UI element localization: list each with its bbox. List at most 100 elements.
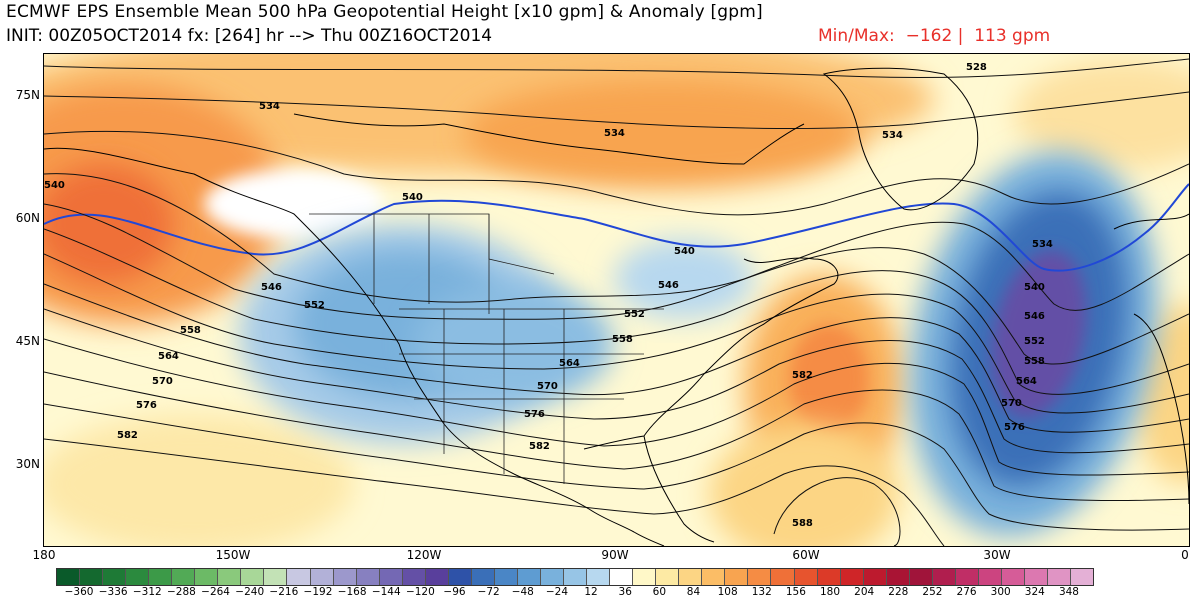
colorbar-swatch bbox=[932, 569, 956, 585]
contour-label: 540 bbox=[674, 246, 695, 257]
colorbar-tick-label: −288 bbox=[167, 586, 196, 598]
contour-label: 528 bbox=[966, 62, 987, 73]
colorbar-tick-label: 108 bbox=[717, 586, 738, 598]
colorbar-swatch bbox=[978, 569, 1002, 585]
colorbar-tick-label: −192 bbox=[303, 586, 333, 598]
reference-contour-540 bbox=[44, 183, 1189, 272]
colorbar-swatch bbox=[471, 569, 495, 585]
colorbar-labels: −360 −336 −312 −288 −264 −240 −216 −192 −168 −144… bbox=[56, 586, 1092, 598]
coastlines bbox=[44, 67, 1189, 546]
colorbar-tick-label: −312 bbox=[132, 586, 162, 598]
colorbar-swatch bbox=[172, 569, 196, 585]
colorbar-swatch bbox=[587, 569, 611, 585]
contour-label: 540 bbox=[1024, 282, 1045, 293]
colorbar-tick-label: −360 bbox=[64, 586, 94, 598]
anomaly-field bbox=[44, 54, 1189, 546]
colorbar-swatch bbox=[425, 569, 449, 585]
contour-label: 576 bbox=[136, 400, 157, 411]
min-max-readout: Min/Max: −162 | 113 gpm bbox=[818, 26, 1051, 46]
colorbar-swatch bbox=[333, 569, 357, 585]
contour-label: 540 bbox=[44, 180, 65, 191]
colorbar-swatch bbox=[886, 569, 910, 585]
contour-label: 582 bbox=[529, 441, 550, 452]
colorbar-swatch bbox=[794, 569, 818, 585]
colorbar-swatch bbox=[817, 569, 841, 585]
map-canvas: 528 534 534 534 534 540 540 540 540 546 … bbox=[44, 54, 1189, 546]
colorbar-tick-label: 204 bbox=[854, 586, 875, 598]
colorbar-tick-label: 60 bbox=[652, 586, 667, 598]
colorbar-swatch bbox=[725, 569, 749, 585]
contour-label: 582 bbox=[792, 370, 813, 381]
colorbar-swatch bbox=[863, 569, 887, 585]
political-borders bbox=[309, 213, 664, 484]
colorbar-tick-label: 324 bbox=[1024, 586, 1045, 598]
contour-label: 576 bbox=[1004, 422, 1025, 433]
colorbar-swatch bbox=[633, 569, 657, 585]
colorbar-swatch bbox=[103, 569, 127, 585]
contour-label: 546 bbox=[658, 280, 679, 291]
colorbar-swatch bbox=[517, 569, 541, 585]
colorbar-swatch bbox=[149, 569, 173, 585]
colorbar-swatch bbox=[126, 569, 150, 585]
colorbar-swatch bbox=[955, 569, 979, 585]
map-title: ECMWF EPS Ensemble Mean 500 hPa Geopoten… bbox=[6, 2, 763, 22]
colorbar-tick-label: 12 bbox=[584, 586, 598, 598]
colorbar-swatch bbox=[448, 569, 472, 585]
lon-label: 0 bbox=[1181, 548, 1189, 562]
contour-label: 582 bbox=[117, 430, 138, 441]
colorbar-swatch bbox=[540, 569, 565, 585]
colorbar-tick-label: 180 bbox=[819, 586, 841, 598]
contour-label: 546 bbox=[261, 282, 282, 293]
lat-label: 75N bbox=[15, 88, 40, 102]
contour-label: 534 bbox=[259, 101, 280, 112]
colorbar-tick-label: 84 bbox=[686, 586, 701, 598]
colorbar-tick-label: −144 bbox=[371, 586, 401, 598]
lon-label: 180 bbox=[32, 548, 56, 562]
colorbar-swatch bbox=[310, 569, 334, 585]
colorbar-tick-label: 132 bbox=[751, 586, 772, 598]
lon-label: 30W bbox=[983, 548, 1011, 562]
contour-label: 570 bbox=[537, 381, 558, 392]
colorbar-swatch bbox=[379, 569, 403, 585]
height-contours bbox=[44, 58, 1189, 546]
contour-label: 558 bbox=[180, 325, 201, 336]
colorbar-swatch bbox=[264, 569, 288, 585]
colorbar-tick-label: −120 bbox=[405, 586, 435, 598]
contour-label: 564 bbox=[559, 358, 580, 369]
contour-label: 540 bbox=[402, 192, 423, 203]
colorbar-swatch bbox=[1024, 569, 1049, 585]
colorbar-swatch bbox=[356, 569, 380, 585]
contour-label: 570 bbox=[152, 376, 173, 387]
colorbar-tick-label: 348 bbox=[1058, 586, 1079, 598]
colorbar-tick-label: −264 bbox=[201, 586, 230, 598]
contour-label: 564 bbox=[1016, 376, 1037, 387]
colorbar-tick-label: −96 bbox=[443, 586, 466, 598]
contour-label: 576 bbox=[524, 409, 545, 420]
colorbar-tick-label: 156 bbox=[785, 586, 806, 598]
forecast-subtitle: INIT: 00Z05OCT2014 fx: [264] hr --> Thu … bbox=[6, 26, 493, 46]
colorbar-swatch bbox=[656, 569, 680, 585]
colorbar-tick-label: 36 bbox=[618, 586, 632, 598]
lat-label: 30N bbox=[15, 457, 40, 471]
lat-label: 45N bbox=[15, 334, 40, 348]
contour-label: 588 bbox=[792, 518, 813, 529]
colorbar-swatch bbox=[402, 569, 426, 585]
contour-label: 552 bbox=[304, 300, 325, 311]
colorbar-swatch bbox=[840, 569, 864, 585]
contour-label: 570 bbox=[1001, 398, 1022, 409]
colorbar-swatch bbox=[1071, 569, 1094, 585]
colorbar-swatch bbox=[195, 569, 219, 585]
colorbar-tick-label: −240 bbox=[235, 586, 265, 598]
colorbar-swatch bbox=[57, 569, 81, 585]
contour-label: 552 bbox=[624, 309, 645, 320]
forecast-map: 528 534 534 534 534 540 540 540 540 546 … bbox=[43, 53, 1190, 547]
colorbar-tick-label: 300 bbox=[990, 586, 1011, 598]
contour-label: 534 bbox=[1032, 239, 1053, 250]
colorbar-tick-label: −168 bbox=[337, 586, 367, 598]
colorbar-swatch bbox=[909, 569, 933, 585]
colorbar-tick-label: −72 bbox=[477, 586, 500, 598]
colorbar-swatch bbox=[241, 569, 265, 585]
contour-label: 558 bbox=[612, 334, 633, 345]
colorbar-swatch bbox=[748, 569, 772, 585]
colorbar-swatch bbox=[610, 569, 634, 585]
